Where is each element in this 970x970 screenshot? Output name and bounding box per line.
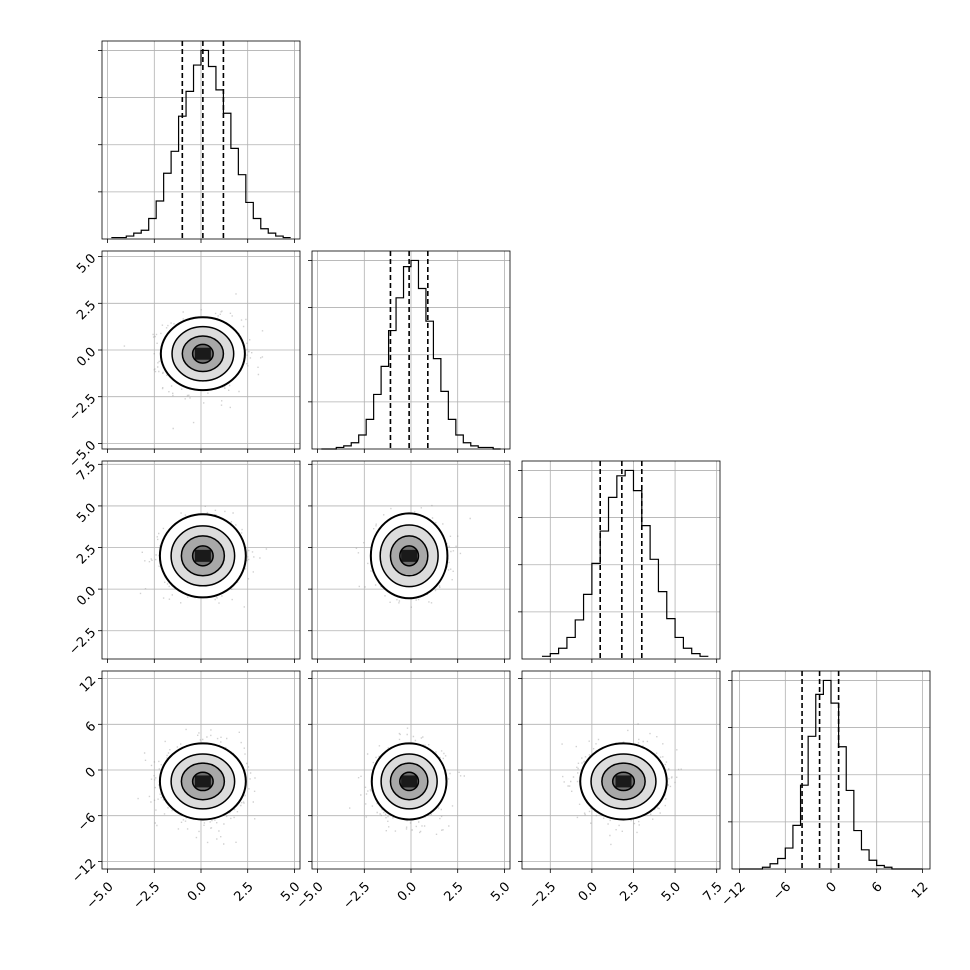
density-peak-2-0 xyxy=(194,549,211,562)
ytick-label-2-1: 0.0 xyxy=(74,584,99,609)
pair-panel-3-1 xyxy=(308,670,511,873)
xtick-label-1-0: −5.0 xyxy=(294,879,327,912)
histogram-3 xyxy=(739,679,923,870)
histogram-1 xyxy=(321,259,501,450)
histogram-2 xyxy=(541,469,709,657)
density-peak-2-1 xyxy=(401,549,418,562)
pair-content-2-1 xyxy=(312,461,510,659)
pair-panel-2-1 xyxy=(308,460,511,663)
xtick-label-1-1: −2.5 xyxy=(340,879,373,912)
pair-content-1-0 xyxy=(102,251,300,449)
ytick-label-1-3: 2.5 xyxy=(74,298,99,323)
contour-3-0-2 xyxy=(170,753,236,810)
density-peak-1-0 xyxy=(194,347,211,360)
histogram-panel-3 xyxy=(728,670,931,873)
panel-frame-0-0 xyxy=(101,40,301,240)
contour-2-0-1 xyxy=(180,535,226,577)
pair-content-2-0 xyxy=(102,461,300,659)
contour-2-1-2 xyxy=(379,524,439,588)
xtick-label-0-1: −2.5 xyxy=(130,879,163,912)
panel-frame-1-1 xyxy=(311,250,511,450)
histogram-panel-2 xyxy=(518,460,721,663)
xtick-label-1-2: 0.0 xyxy=(395,879,420,904)
contour-3-1-1 xyxy=(389,762,429,801)
panel-frame-3-2 xyxy=(521,670,721,870)
contour-2-0-0 xyxy=(191,545,214,567)
ytick-label-2-0: −2.5 xyxy=(66,625,99,658)
xtick-label-2-3: 5.0 xyxy=(659,879,684,904)
contour-2-0-3 xyxy=(158,513,247,599)
pair-panel-1-0 xyxy=(98,250,301,453)
contour-1-0-0 xyxy=(191,343,214,364)
contour-3-0-1 xyxy=(180,762,226,801)
panel-frame-1-0 xyxy=(101,250,301,450)
panel-frame-3-3 xyxy=(731,670,931,870)
ytick-label-3-0: −12 xyxy=(69,856,99,886)
xtick-label-3-4: 12 xyxy=(909,879,931,901)
contour-3-2-3 xyxy=(579,742,668,821)
xtick-label-0-2: 0.0 xyxy=(185,879,210,904)
ytick-label-3-4: 12 xyxy=(77,673,99,695)
density-peak-3-1 xyxy=(401,775,418,788)
ytick-label-2-3: 5.0 xyxy=(74,501,99,526)
pair-content-3-2 xyxy=(522,671,720,869)
pair-panel-3-0 xyxy=(98,670,301,873)
contour-1-0-3 xyxy=(159,316,246,392)
contour-2-0-2 xyxy=(170,525,236,587)
contour-1-0-1 xyxy=(181,335,225,373)
pair-panel-3-2 xyxy=(518,670,721,873)
pair-panel-2-0 xyxy=(98,460,301,663)
histogram-panel-0 xyxy=(98,40,301,243)
contour-3-0-0 xyxy=(191,771,214,792)
ytick-label-1-1: −2.5 xyxy=(66,391,99,424)
contour-2-1-0 xyxy=(399,545,420,567)
contour-3-1-3 xyxy=(370,742,448,821)
density-peak-3-0 xyxy=(194,775,211,788)
contour-3-2-1 xyxy=(601,762,646,801)
ytick-label-3-1: −6 xyxy=(75,810,99,834)
contour-3-1-0 xyxy=(399,771,420,792)
xtick-label-2-0: −2.5 xyxy=(526,879,559,912)
pair-content-3-0 xyxy=(102,671,300,869)
contour-3-2-2 xyxy=(590,753,657,810)
xtick-label-2-1: 0.0 xyxy=(576,879,601,904)
ytick-label-3-2: 0 xyxy=(83,765,99,781)
panel-frame-2-0 xyxy=(101,460,301,660)
contour-2-1-3 xyxy=(369,512,449,600)
ytick-label-1-4: 5.0 xyxy=(74,251,99,276)
contour-2-1-1 xyxy=(389,535,429,577)
xtick-label-1-4: 5.0 xyxy=(488,879,513,904)
histogram-0 xyxy=(111,49,291,239)
scatter-points-3-0 xyxy=(137,728,256,845)
panel-frame-3-1 xyxy=(311,670,511,870)
xtick-label-3-1: −6 xyxy=(770,879,794,903)
panel-frame-2-1 xyxy=(311,460,511,660)
contour-3-2-0 xyxy=(611,771,636,792)
xtick-label-1-3: 2.5 xyxy=(442,879,467,904)
ytick-label-3-3: 6 xyxy=(83,719,99,735)
histogram-panel-1 xyxy=(308,250,511,453)
xtick-label-3-2: 0 xyxy=(824,879,840,895)
panel-frame-2-2 xyxy=(521,460,721,660)
ytick-label-1-2: 0.0 xyxy=(74,345,99,370)
xtick-label-3-0: −12 xyxy=(719,879,749,909)
xtick-label-0-0: −5.0 xyxy=(84,879,117,912)
xtick-label-0-3: 2.5 xyxy=(232,879,257,904)
xtick-label-3-3: 6 xyxy=(869,879,885,895)
panel-frame-3-0 xyxy=(101,670,301,870)
contour-1-0-2 xyxy=(171,325,235,382)
contour-3-0-3 xyxy=(158,742,247,821)
pair-content-3-1 xyxy=(312,671,510,869)
contour-3-1-2 xyxy=(380,753,438,810)
xtick-label-2-2: 2.5 xyxy=(617,879,642,904)
density-peak-3-2 xyxy=(615,775,632,788)
ytick-label-2-2: 2.5 xyxy=(74,542,99,567)
